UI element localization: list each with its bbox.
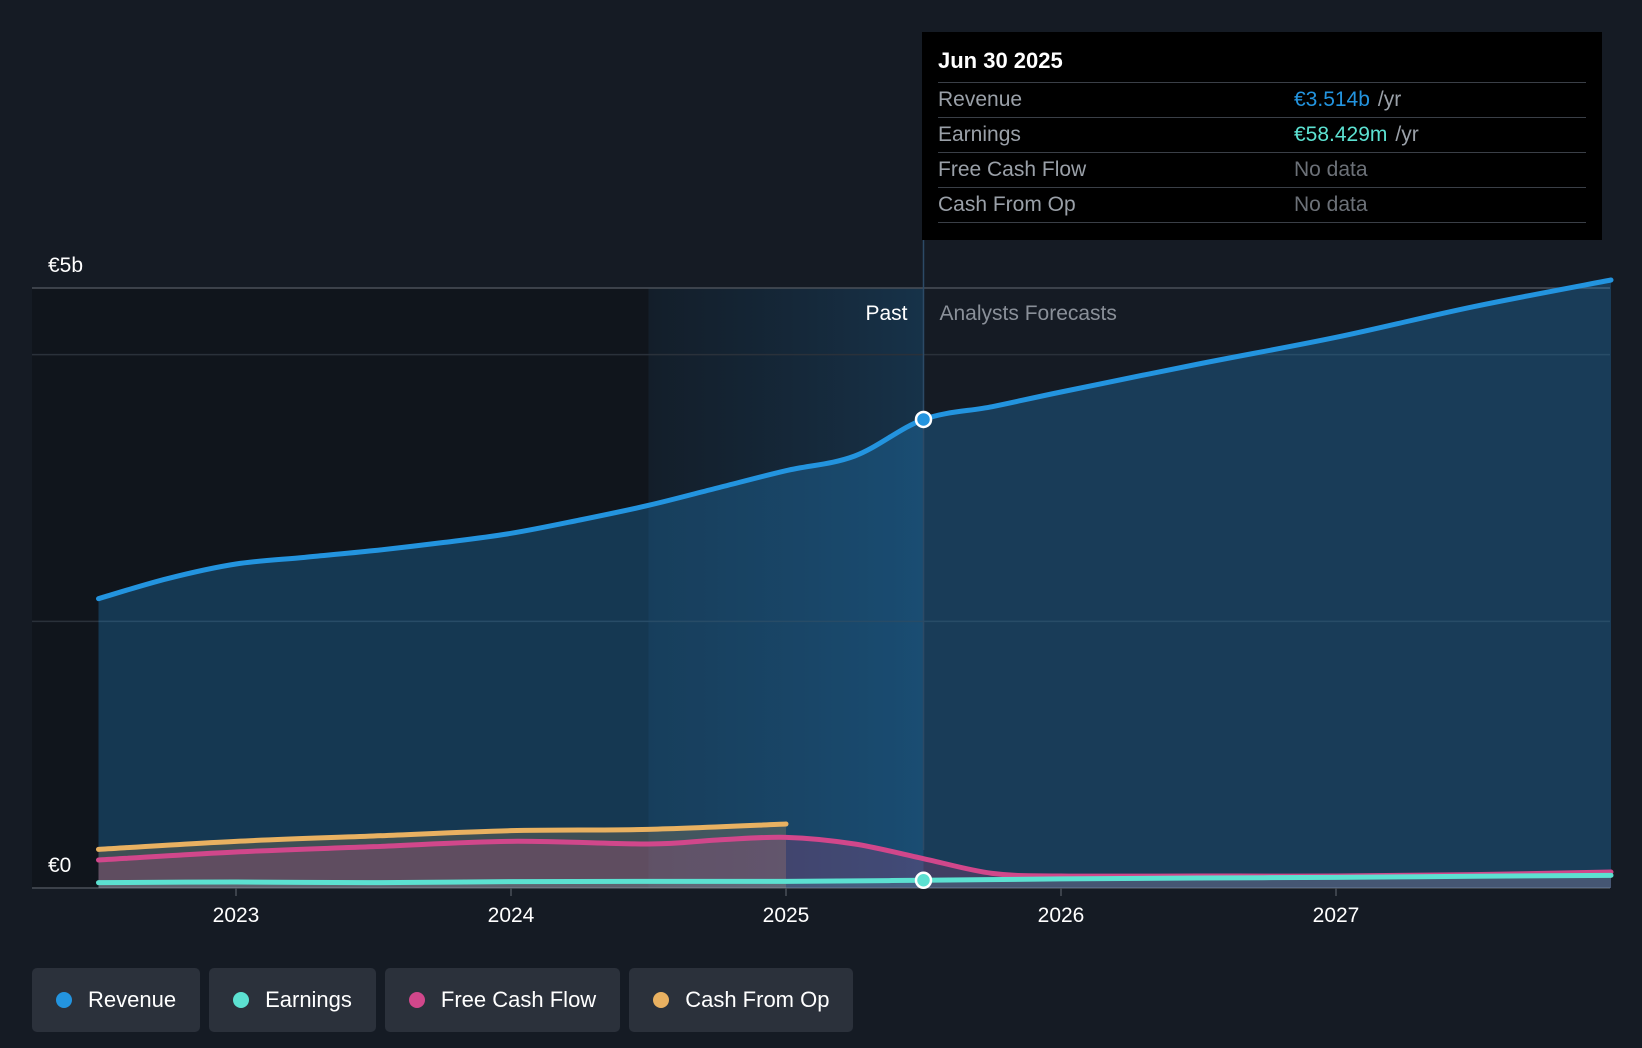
earnings-line — [96, 872, 1614, 886]
forecast-label: Analysts Forecasts — [940, 302, 1117, 325]
legend: Revenue Earnings Free Cash Flow Cash Fro… — [32, 968, 854, 1032]
free-cash-flow-area — [98, 837, 1611, 888]
tooltip-date: Jun 30 2025 — [938, 46, 1586, 83]
legend-label: Revenue — [88, 987, 177, 1012]
legend-dot-icon — [56, 992, 72, 1008]
tooltip-value: No data — [1294, 193, 1368, 216]
past-highlight-band — [648, 288, 924, 888]
tooltip-value: €58.429m — [1294, 123, 1388, 146]
legend-item-earnings[interactable]: Earnings — [209, 968, 376, 1032]
tooltip-unit: /yr — [1395, 123, 1419, 146]
chart-plot: 2023 2024 2025 2026 2027 €5b €0 Past Analysts… — [32, 240, 1614, 927]
x-tick-label: 2025 — [763, 904, 810, 927]
legend-dot-icon — [233, 992, 250, 1008]
x-tick-label: 2026 — [1038, 904, 1085, 927]
earnings-marker — [914, 871, 933, 890]
tooltip: Jun 30 2025 Revenue €3.514b /yr Earnings… — [922, 32, 1602, 240]
tooltip-value: No data — [1294, 158, 1368, 181]
cash-from-op-line — [96, 821, 789, 852]
tooltip-label: Earnings — [938, 123, 1021, 146]
legend-label: Earnings — [265, 987, 352, 1012]
x-tick-label: 2027 — [1313, 904, 1360, 927]
tooltip-row-earnings: Earnings €58.429m /yr — [938, 118, 1586, 153]
past-label: Past — [865, 302, 907, 325]
tooltip-row-cash-from-op: Cash From Op No data — [938, 188, 1586, 223]
tooltip-value: €3.514b — [1294, 88, 1370, 111]
tooltip-unit: /yr — [1377, 88, 1402, 111]
tooltip-row-revenue: Revenue €3.514b /yr — [938, 83, 1586, 118]
revenue-line — [96, 277, 1614, 602]
revenue-area — [98, 280, 1611, 888]
tooltip-label: Revenue — [938, 88, 1023, 111]
legend-label: Free Cash Flow — [440, 987, 597, 1012]
legend-item-revenue[interactable]: Revenue — [32, 968, 201, 1032]
x-tick-label: 2024 — [488, 904, 535, 927]
y-axis-label: €5b — [48, 254, 83, 277]
y-axis-label: €0 — [48, 854, 71, 877]
legend-dot-icon — [653, 992, 670, 1008]
tooltip-label: Free Cash Flow — [938, 158, 1087, 181]
tooltip-label: Cash From Op — [938, 193, 1076, 216]
legend-label: Cash From Op — [685, 987, 830, 1012]
legend-dot-icon — [408, 992, 425, 1008]
x-tick-label: 2023 — [213, 904, 260, 927]
tooltip-row-free-cash-flow: Free Cash Flow No data — [938, 153, 1586, 188]
legend-item-cash-from-op[interactable]: Cash From Op — [629, 968, 854, 1032]
revenue-marker — [914, 410, 933, 429]
legend-item-free-cash-flow[interactable]: Free Cash Flow — [384, 968, 621, 1032]
